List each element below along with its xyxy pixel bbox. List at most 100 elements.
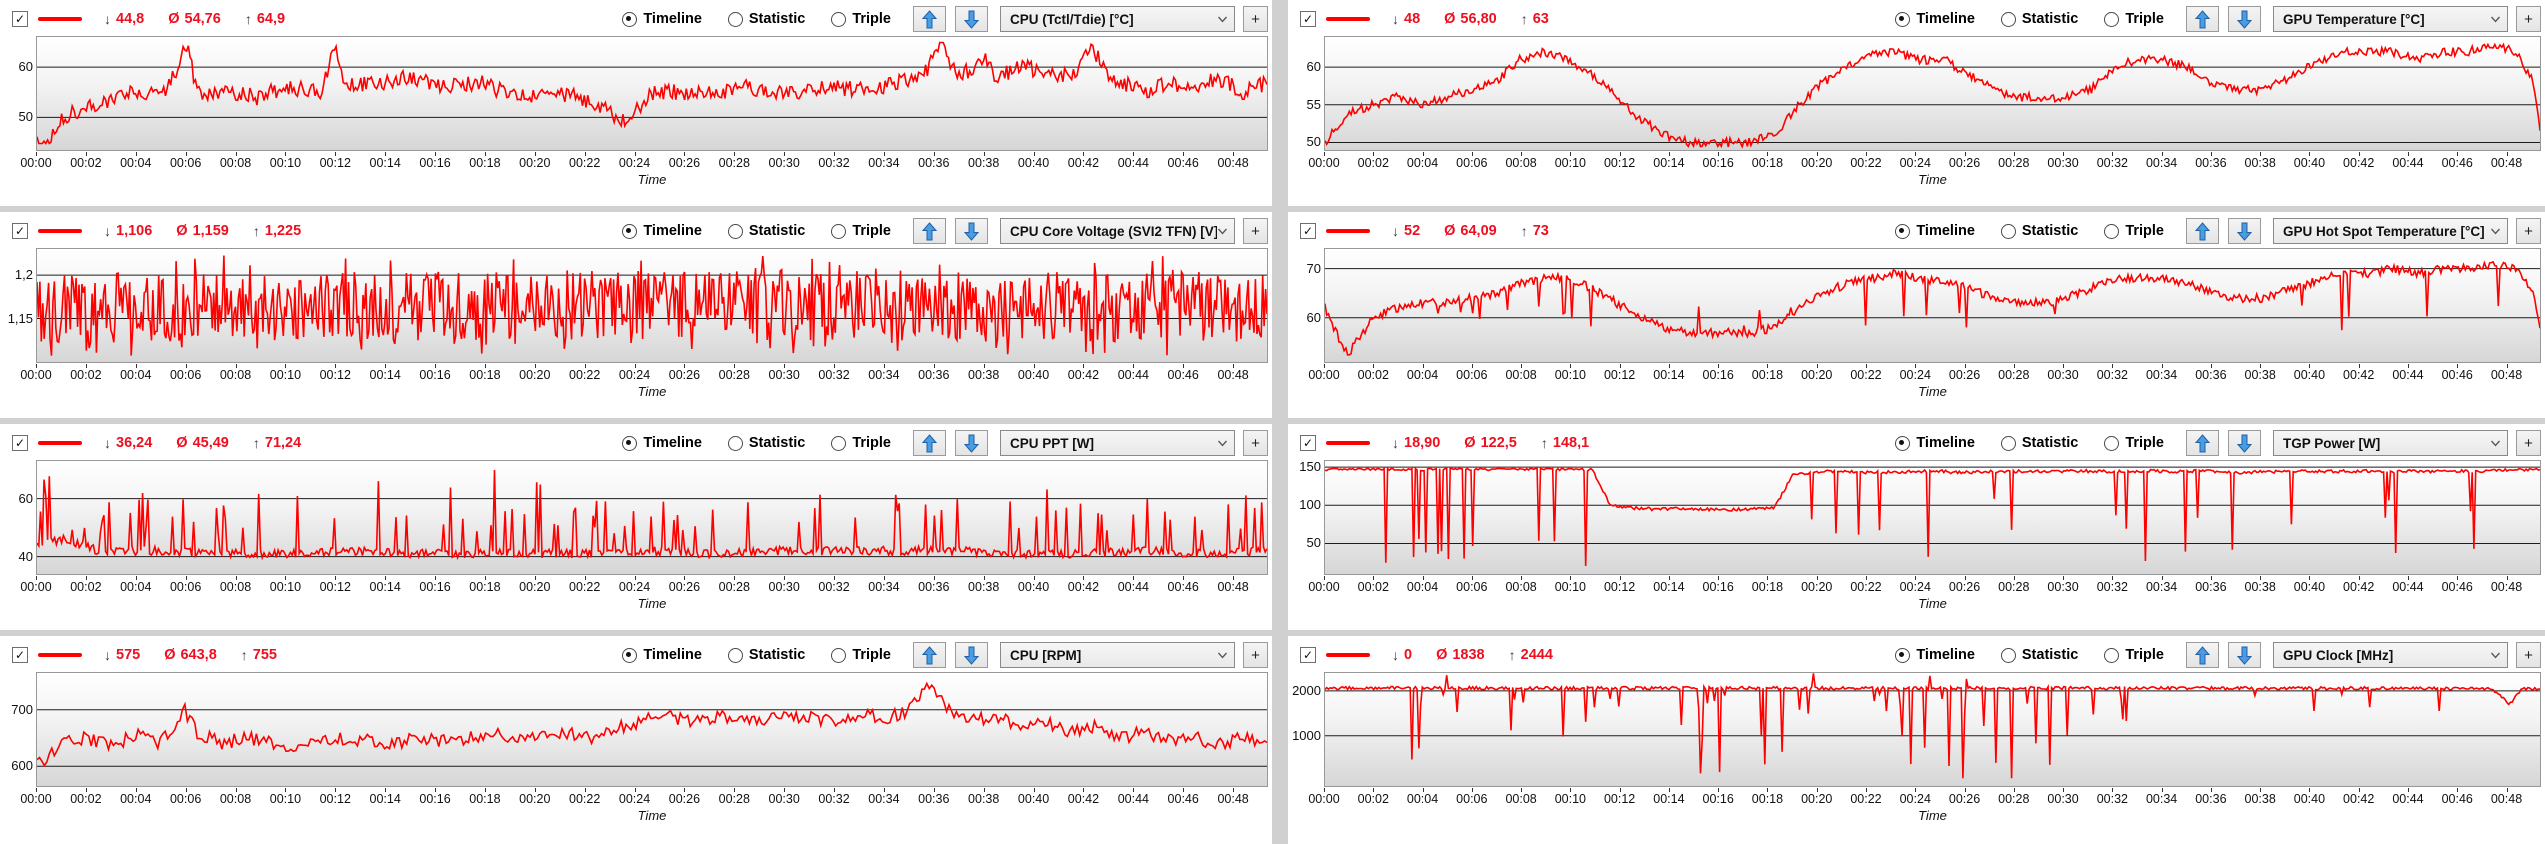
x-tick-mark bbox=[2013, 576, 2015, 580]
metric-select[interactable]: GPU Clock [MHz] bbox=[2273, 642, 2508, 668]
radio-statistic[interactable]: Statistic bbox=[727, 435, 805, 451]
time-axis-title: Time bbox=[1918, 172, 1947, 187]
move-up-button[interactable] bbox=[913, 430, 946, 456]
move-down-button[interactable] bbox=[955, 642, 988, 668]
metric-select[interactable]: GPU Hot Spot Temperature [°C] bbox=[2273, 218, 2508, 244]
add-series-button[interactable]: + bbox=[1243, 642, 1268, 668]
x-tick-label: 00:12 bbox=[319, 368, 351, 382]
x-tick-mark bbox=[435, 576, 437, 580]
metric-select[interactable]: CPU [RPM] bbox=[1000, 642, 1235, 668]
x-tick-label: 00:32 bbox=[818, 368, 850, 382]
move-down-button[interactable] bbox=[2228, 430, 2261, 456]
radio-triple[interactable]: Triple bbox=[2104, 647, 2164, 663]
move-up-button[interactable] bbox=[913, 6, 946, 32]
move-up-button[interactable] bbox=[2186, 430, 2219, 456]
series-checkbox[interactable]: ✓ bbox=[1300, 435, 1316, 451]
x-tick-label: 00:14 bbox=[1653, 368, 1685, 382]
x-tick-mark bbox=[2112, 364, 2114, 368]
metric-select[interactable]: TGP Power [W] bbox=[2273, 430, 2508, 456]
move-down-button[interactable] bbox=[955, 430, 988, 456]
add-series-button[interactable]: + bbox=[2516, 642, 2541, 668]
x-tick-mark bbox=[1183, 364, 1185, 368]
x-tick-mark bbox=[1964, 152, 1966, 156]
radio-triple[interactable]: Triple bbox=[831, 223, 891, 239]
x-tick-label: 00:20 bbox=[1801, 792, 1833, 806]
radio-triple[interactable]: Triple bbox=[831, 435, 891, 451]
move-down-button[interactable] bbox=[955, 218, 988, 244]
add-series-button[interactable]: + bbox=[1243, 430, 1268, 456]
x-tick-mark bbox=[2260, 576, 2262, 580]
radio-timeline[interactable]: Timeline bbox=[1895, 223, 1975, 239]
x-tick-label: 00:28 bbox=[1998, 792, 2030, 806]
radio-triple[interactable]: Triple bbox=[2104, 223, 2164, 239]
x-tick-mark bbox=[235, 364, 237, 368]
series-checkbox[interactable]: ✓ bbox=[1300, 11, 1316, 27]
radio-statistic[interactable]: Statistic bbox=[727, 11, 805, 27]
radio-statistic[interactable]: Statistic bbox=[2000, 11, 2078, 27]
add-series-button[interactable]: + bbox=[1243, 218, 1268, 244]
radio-triple[interactable]: Triple bbox=[2104, 435, 2164, 451]
add-series-button[interactable]: + bbox=[1243, 6, 1268, 32]
x-tick-label: 00:02 bbox=[70, 580, 102, 594]
time-axis: 00:00 00:02 00:04 00:06 00:08 00:10 00:12 00:14… bbox=[1308, 576, 2541, 596]
add-series-button[interactable]: + bbox=[2516, 6, 2541, 32]
x-tick-label: 00:16 bbox=[419, 580, 451, 594]
radio-timeline[interactable]: Timeline bbox=[622, 223, 702, 239]
metric-select[interactable]: CPU (Tctl/Tdie) [°C] bbox=[1000, 6, 1235, 32]
x-tick-label: 00:18 bbox=[469, 792, 501, 806]
move-up-button[interactable] bbox=[2186, 218, 2219, 244]
move-down-button[interactable] bbox=[2228, 642, 2261, 668]
radio-statistic[interactable]: Statistic bbox=[727, 647, 805, 663]
metric-select[interactable]: GPU Temperature [°C] bbox=[2273, 6, 2508, 32]
move-down-button[interactable] bbox=[2228, 218, 2261, 244]
y-axis-label: 60 bbox=[18, 59, 33, 75]
series-checkbox[interactable]: ✓ bbox=[12, 223, 28, 239]
radio-triple[interactable]: Triple bbox=[2104, 11, 2164, 27]
radio-timeline[interactable]: Timeline bbox=[1895, 11, 1975, 27]
radio-statistic[interactable]: Statistic bbox=[727, 223, 805, 239]
x-tick-mark bbox=[1422, 152, 1424, 156]
move-up-button[interactable] bbox=[913, 218, 946, 244]
series-checkbox[interactable]: ✓ bbox=[12, 647, 28, 663]
x-tick-mark bbox=[534, 788, 536, 792]
radio-timeline[interactable]: Timeline bbox=[622, 435, 702, 451]
add-series-button[interactable]: + bbox=[2516, 430, 2541, 456]
x-tick-label: 00:24 bbox=[618, 156, 651, 170]
y-axis-label: 1,15 bbox=[7, 310, 33, 326]
radio-timeline[interactable]: Timeline bbox=[1895, 435, 1975, 451]
radio-statistic[interactable]: Statistic bbox=[2000, 647, 2078, 663]
radio-timeline[interactable]: Timeline bbox=[622, 647, 702, 663]
series-checkbox[interactable]: ✓ bbox=[12, 11, 28, 27]
max-arrow-icon: ↑ bbox=[240, 647, 248, 663]
move-up-button[interactable] bbox=[913, 642, 946, 668]
metric-select[interactable]: CPU Core Voltage (SVI2 TFN) [V] bbox=[1000, 218, 1235, 244]
chart-area: 1,2 1,15 bbox=[0, 248, 1268, 363]
radio-timeline[interactable]: Timeline bbox=[622, 11, 702, 27]
x-tick-label: 00:24 bbox=[618, 580, 651, 594]
x-tick-mark bbox=[435, 364, 437, 368]
move-down-button[interactable] bbox=[2228, 6, 2261, 32]
radio-statistic[interactable]: Statistic bbox=[2000, 223, 2078, 239]
x-tick-mark bbox=[484, 152, 486, 156]
max-arrow-icon: ↑ bbox=[1520, 11, 1528, 27]
radio-triple[interactable]: Triple bbox=[831, 11, 891, 27]
x-tick-mark bbox=[1816, 152, 1818, 156]
add-series-button[interactable]: + bbox=[2516, 218, 2541, 244]
x-tick-label: 00:02 bbox=[1357, 368, 1389, 382]
move-up-button[interactable] bbox=[2186, 6, 2219, 32]
metric-select[interactable]: CPU PPT [W] bbox=[1000, 430, 1235, 456]
radio-statistic[interactable]: Statistic bbox=[2000, 435, 2078, 451]
series-checkbox[interactable]: ✓ bbox=[12, 435, 28, 451]
series-checkbox[interactable]: ✓ bbox=[1300, 223, 1316, 239]
move-down-button[interactable] bbox=[955, 6, 988, 32]
down-arrow-icon bbox=[964, 222, 979, 241]
radio-dot-icon bbox=[727, 223, 743, 239]
x-tick-mark bbox=[285, 788, 287, 792]
panel-header: ✓ ↓ 575 Ø 643,8 ↑ 755 Timeline Statistic Tr… bbox=[0, 640, 1268, 670]
x-tick-label: 00:26 bbox=[668, 580, 701, 594]
series-checkbox[interactable]: ✓ bbox=[1300, 647, 1316, 663]
radio-timeline[interactable]: Timeline bbox=[1895, 647, 1975, 663]
radio-triple[interactable]: Triple bbox=[831, 647, 891, 663]
move-up-button[interactable] bbox=[2186, 642, 2219, 668]
min-value: 52 bbox=[1404, 223, 1421, 239]
